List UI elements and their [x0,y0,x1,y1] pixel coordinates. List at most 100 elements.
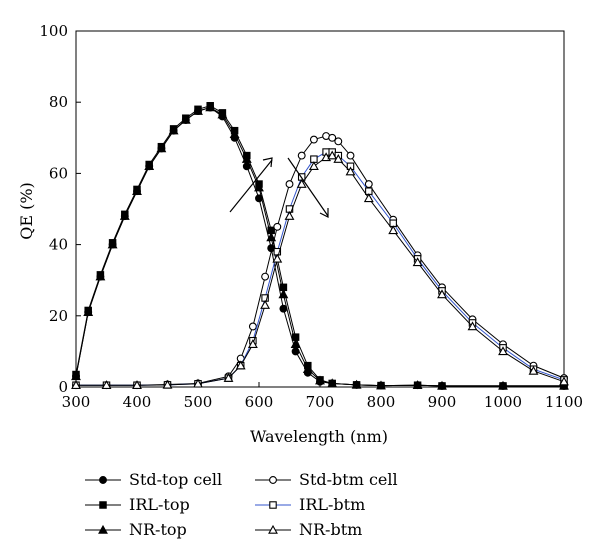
series-0 [72,103,568,390]
data-point [119,210,130,220]
series-2 [71,102,569,390]
x-axis-title: Wavelength (nm) [250,427,388,446]
data-point [217,109,228,119]
data-point [168,125,179,135]
x-tick-label: 900 [428,393,457,411]
data-point [132,380,142,389]
series-line [75,106,564,387]
x-tick-label: 400 [123,393,152,411]
data-point [345,166,356,176]
x-tick-label: 800 [367,393,396,411]
data-point [315,375,325,385]
data-point [285,180,294,189]
data-point [388,225,399,235]
legend-marker [269,476,277,484]
series-line [75,106,564,387]
legend-entry: Std-btm cell [255,470,398,489]
legend-marker [99,476,107,484]
data-point [351,379,362,389]
legend-label: IRL-top [129,495,190,514]
arrow-down-right [287,157,329,217]
y-axis-title: QE (%) [17,182,36,240]
series-5 [71,150,569,389]
data-point [83,307,94,316]
x-tick-label: 600 [245,393,274,411]
legend-marker [268,524,278,534]
data-point [364,180,373,189]
legend-label: NR-top [129,520,187,539]
data-point [223,372,234,382]
data-point [247,339,258,349]
data-point [309,135,318,144]
data-point [376,380,386,390]
data-point [260,299,271,309]
legend: Std-top cell IRL-top NR-top Std-btm cell IRL… [85,470,398,539]
legend-label: Std-btm cell [299,470,398,489]
data-point [71,371,81,381]
data-point [229,129,240,138]
data-point [193,378,203,388]
data-point [162,379,173,389]
data-point [290,339,301,349]
data-point [328,133,337,142]
legend-entry: IRL-top [85,495,190,514]
y-tick-label: 0 [58,378,68,396]
data-point [95,271,106,281]
data-point [261,272,270,281]
legend-entry: Std-top cell [85,470,222,489]
data-point [156,143,167,153]
arrow-up-right [229,159,273,213]
y-tick-label: 20 [49,307,68,325]
data-point [528,365,539,375]
data-point [132,186,142,195]
data-point [266,232,277,242]
data-point [412,380,423,389]
data-point [284,210,295,220]
data-point [101,380,112,389]
x-tick-label: 500 [184,393,213,411]
data-point [235,360,246,370]
x-tick-label: 700 [306,393,335,411]
data-point [297,151,306,160]
legend-entry: NR-btm [255,520,362,539]
legend-entry: IRL-btm [255,495,365,514]
legend-label: NR-btm [299,520,362,539]
data-point [180,114,191,124]
legend-marker [269,501,277,509]
legend-marker [98,524,108,534]
legend-marker [99,501,107,509]
data-point [498,380,508,390]
data-point [467,321,478,331]
series-line [76,135,565,386]
legend-label: IRL-btm [299,495,365,514]
x-tick-label: 300 [62,393,91,411]
y-tick-label: 80 [49,93,68,111]
data-point [559,380,569,390]
series-line [76,155,565,386]
data-point [273,222,282,231]
data-point [144,161,155,171]
y-tick-label: 40 [49,236,68,254]
data-point [248,322,257,331]
series-line [75,105,564,387]
data-point [296,178,307,188]
data-point [559,376,569,386]
data-point [363,193,374,203]
data-point [71,380,81,389]
trend-arrows [229,157,329,218]
data-point [327,150,338,160]
data-point [437,380,447,390]
data-point [279,304,288,313]
x-tick-label: 1100 [545,393,583,411]
arrow-down-right-head [319,208,329,218]
y-tick-label: 60 [49,164,68,182]
data-point [498,346,508,356]
data-point [308,161,319,171]
data-point [437,289,447,299]
data-point [327,378,338,388]
data-point [302,364,313,373]
legend-entry: NR-top [85,520,187,539]
plot-frame [75,30,565,388]
series-4 [72,148,568,389]
